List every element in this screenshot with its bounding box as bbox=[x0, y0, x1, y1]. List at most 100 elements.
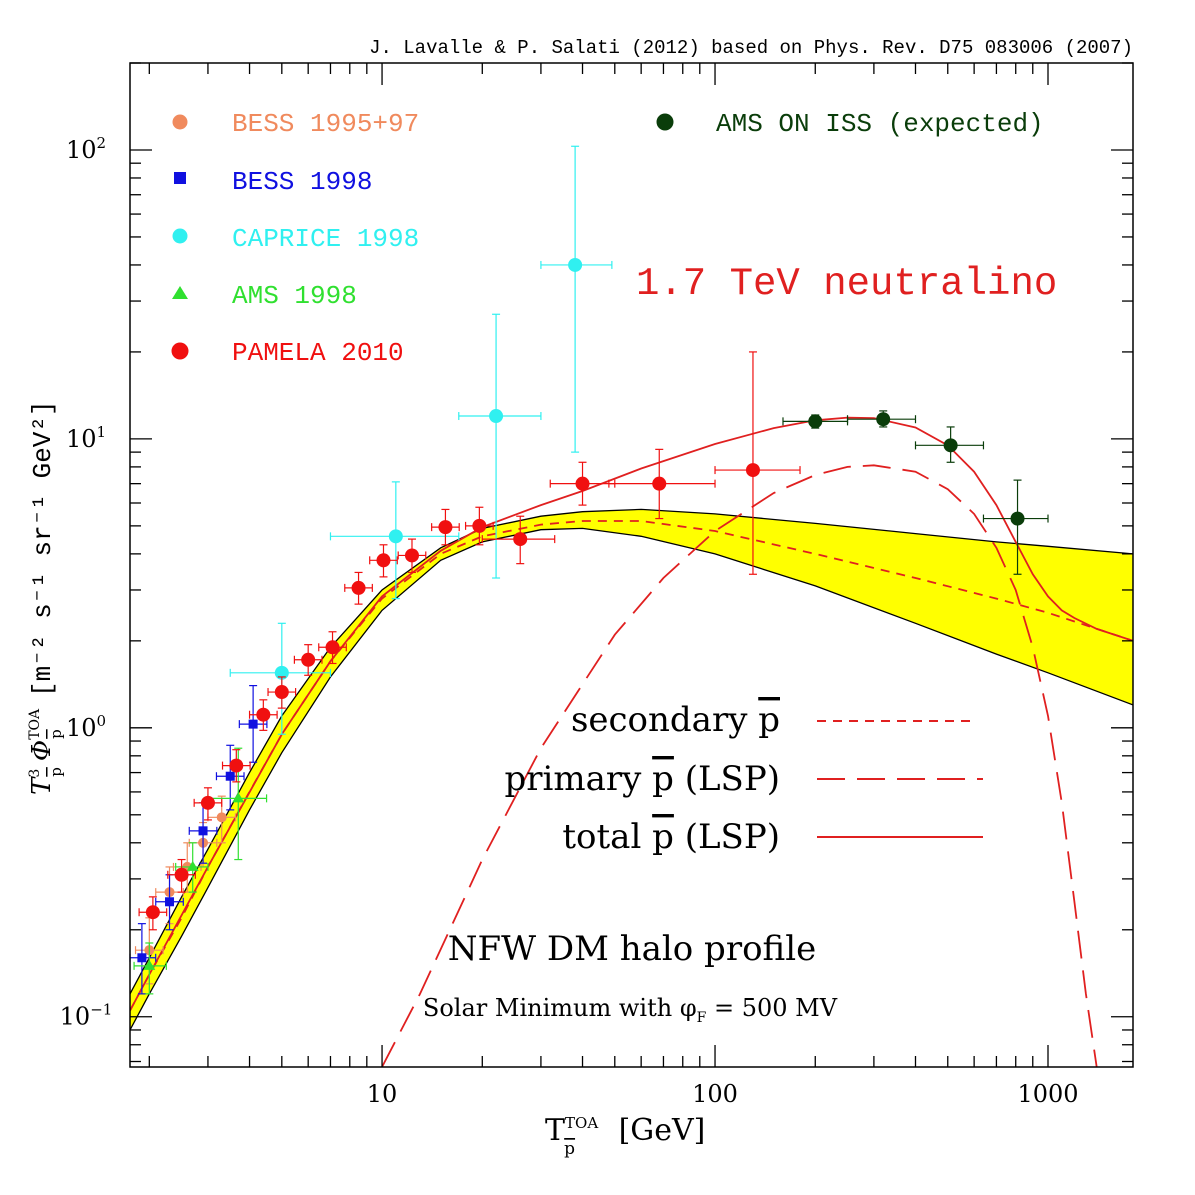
data-point-layer bbox=[129, 145, 1049, 995]
legend-total-label: total p (LSP) bbox=[562, 817, 780, 857]
marker bbox=[652, 476, 667, 491]
marker bbox=[438, 520, 453, 535]
marker bbox=[943, 438, 958, 453]
model-annotation: 1.7 TeV neutralino bbox=[636, 262, 1057, 306]
data-point bbox=[782, 414, 849, 429]
solar-annotation: Solar Minimum with φF = 500 MV bbox=[423, 994, 838, 1026]
legend-marker-bess-1995-97 bbox=[172, 114, 188, 130]
data-point bbox=[215, 744, 245, 811]
y-axis-label: T3 pΦTOA p [m⁻² s⁻¹ sr⁻¹ GeV²] bbox=[27, 400, 65, 795]
marker bbox=[274, 665, 289, 680]
marker bbox=[145, 905, 160, 920]
marker bbox=[472, 518, 487, 533]
data-point bbox=[608, 448, 716, 520]
data-point bbox=[193, 787, 223, 821]
marker bbox=[186, 860, 199, 871]
data-point bbox=[207, 795, 237, 844]
marker bbox=[404, 548, 419, 563]
marker bbox=[225, 771, 235, 781]
data-point bbox=[431, 508, 460, 546]
legend-data-sets: BESS 1995+97 BESS 1998 CAPRICE 1998 AMS … bbox=[171, 109, 419, 368]
marker bbox=[351, 580, 366, 595]
halo-annotation: NFW DM halo profile bbox=[448, 929, 816, 969]
marker bbox=[165, 897, 175, 907]
y-tick-label: 101 bbox=[66, 423, 106, 453]
marker bbox=[216, 812, 227, 823]
series-ams-on-iss-expected- bbox=[782, 410, 1049, 575]
series-caprice-1998 bbox=[229, 145, 613, 735]
pbar-symbol: p bbox=[758, 700, 780, 740]
citation: J. Lavalle & P. Salati (2012) based on P… bbox=[369, 37, 1133, 59]
data-point bbox=[540, 145, 613, 453]
axis-ticks: 10 100 1000 10−1 100 101 102 bbox=[60, 62, 1133, 1108]
marker bbox=[174, 867, 189, 882]
data-point bbox=[167, 858, 196, 893]
legend-primary-label: primary p (LSP) bbox=[504, 759, 780, 799]
marker bbox=[301, 652, 316, 667]
plot-frame bbox=[129, 62, 1134, 1068]
primary-curve bbox=[381, 464, 1098, 1067]
marker bbox=[229, 758, 244, 773]
x-tick-label: 100 bbox=[692, 1080, 738, 1108]
legend-label-bess-1995-97: BESS 1995+97 bbox=[232, 109, 419, 139]
legend-marker-ams-iss bbox=[656, 113, 674, 131]
data-point bbox=[267, 676, 297, 709]
legend-marker-ams-1998 bbox=[172, 286, 188, 299]
marker bbox=[388, 529, 403, 544]
legend-label-bess-1998: BESS 1998 bbox=[232, 167, 372, 197]
data-point bbox=[221, 749, 251, 783]
data-point bbox=[369, 544, 398, 578]
data-point bbox=[155, 874, 184, 931]
legend-label-ams-1998: AMS 1998 bbox=[232, 281, 357, 311]
data-point bbox=[914, 426, 985, 463]
data-point bbox=[846, 410, 917, 428]
x-tick-label: 10 bbox=[367, 1080, 398, 1108]
marker bbox=[568, 257, 583, 272]
data-point bbox=[481, 515, 556, 565]
marker bbox=[876, 412, 891, 427]
legend-secondary-label: secondary p bbox=[571, 700, 780, 740]
legend-label-caprice-1998: CAPRICE 1998 bbox=[232, 224, 419, 254]
pbar-symbol: p bbox=[652, 817, 674, 857]
x-axis-label: TTOA p [GeV] bbox=[545, 1113, 705, 1159]
data-point bbox=[714, 351, 801, 575]
data-point bbox=[238, 685, 268, 763]
data-point bbox=[293, 644, 323, 676]
data-point bbox=[248, 699, 278, 731]
legend-marker-bess-1998 bbox=[174, 172, 186, 184]
marker bbox=[513, 532, 528, 547]
marker bbox=[1010, 511, 1025, 526]
marker bbox=[745, 463, 760, 478]
data-point bbox=[458, 313, 542, 579]
series-pamela-2010 bbox=[138, 351, 801, 931]
data-point bbox=[982, 479, 1049, 575]
marker bbox=[274, 685, 289, 700]
marker bbox=[256, 707, 271, 722]
data-point bbox=[329, 481, 460, 600]
data-point bbox=[138, 896, 168, 931]
legend-ams-iss: AMS ON ISS (expected) bbox=[656, 109, 1044, 139]
marker bbox=[808, 414, 823, 429]
legend-marker-caprice-1998 bbox=[172, 228, 188, 244]
data-point bbox=[344, 571, 373, 605]
marker bbox=[325, 640, 340, 655]
marker bbox=[232, 792, 245, 803]
data-point bbox=[133, 942, 167, 995]
x-tick-label: 1000 bbox=[1017, 1080, 1078, 1108]
marker bbox=[376, 553, 391, 568]
y-tick-label: 10−1 bbox=[60, 1001, 113, 1031]
legend-label-pamela-2010: PAMELA 2010 bbox=[232, 338, 404, 368]
legend-curves: secondary p primary p (LSP) total p (LSP… bbox=[504, 700, 983, 857]
uncertainty-band bbox=[130, 509, 1133, 1030]
marker bbox=[489, 409, 504, 424]
marker bbox=[198, 826, 208, 836]
marker bbox=[143, 959, 156, 970]
pbar-symbol: p bbox=[652, 759, 674, 799]
legend-label-ams-iss: AMS ON ISS (expected) bbox=[716, 109, 1044, 139]
data-point bbox=[464, 506, 494, 546]
data-point bbox=[318, 631, 347, 665]
y-tick-label: 102 bbox=[66, 134, 106, 164]
data-point bbox=[397, 538, 427, 574]
